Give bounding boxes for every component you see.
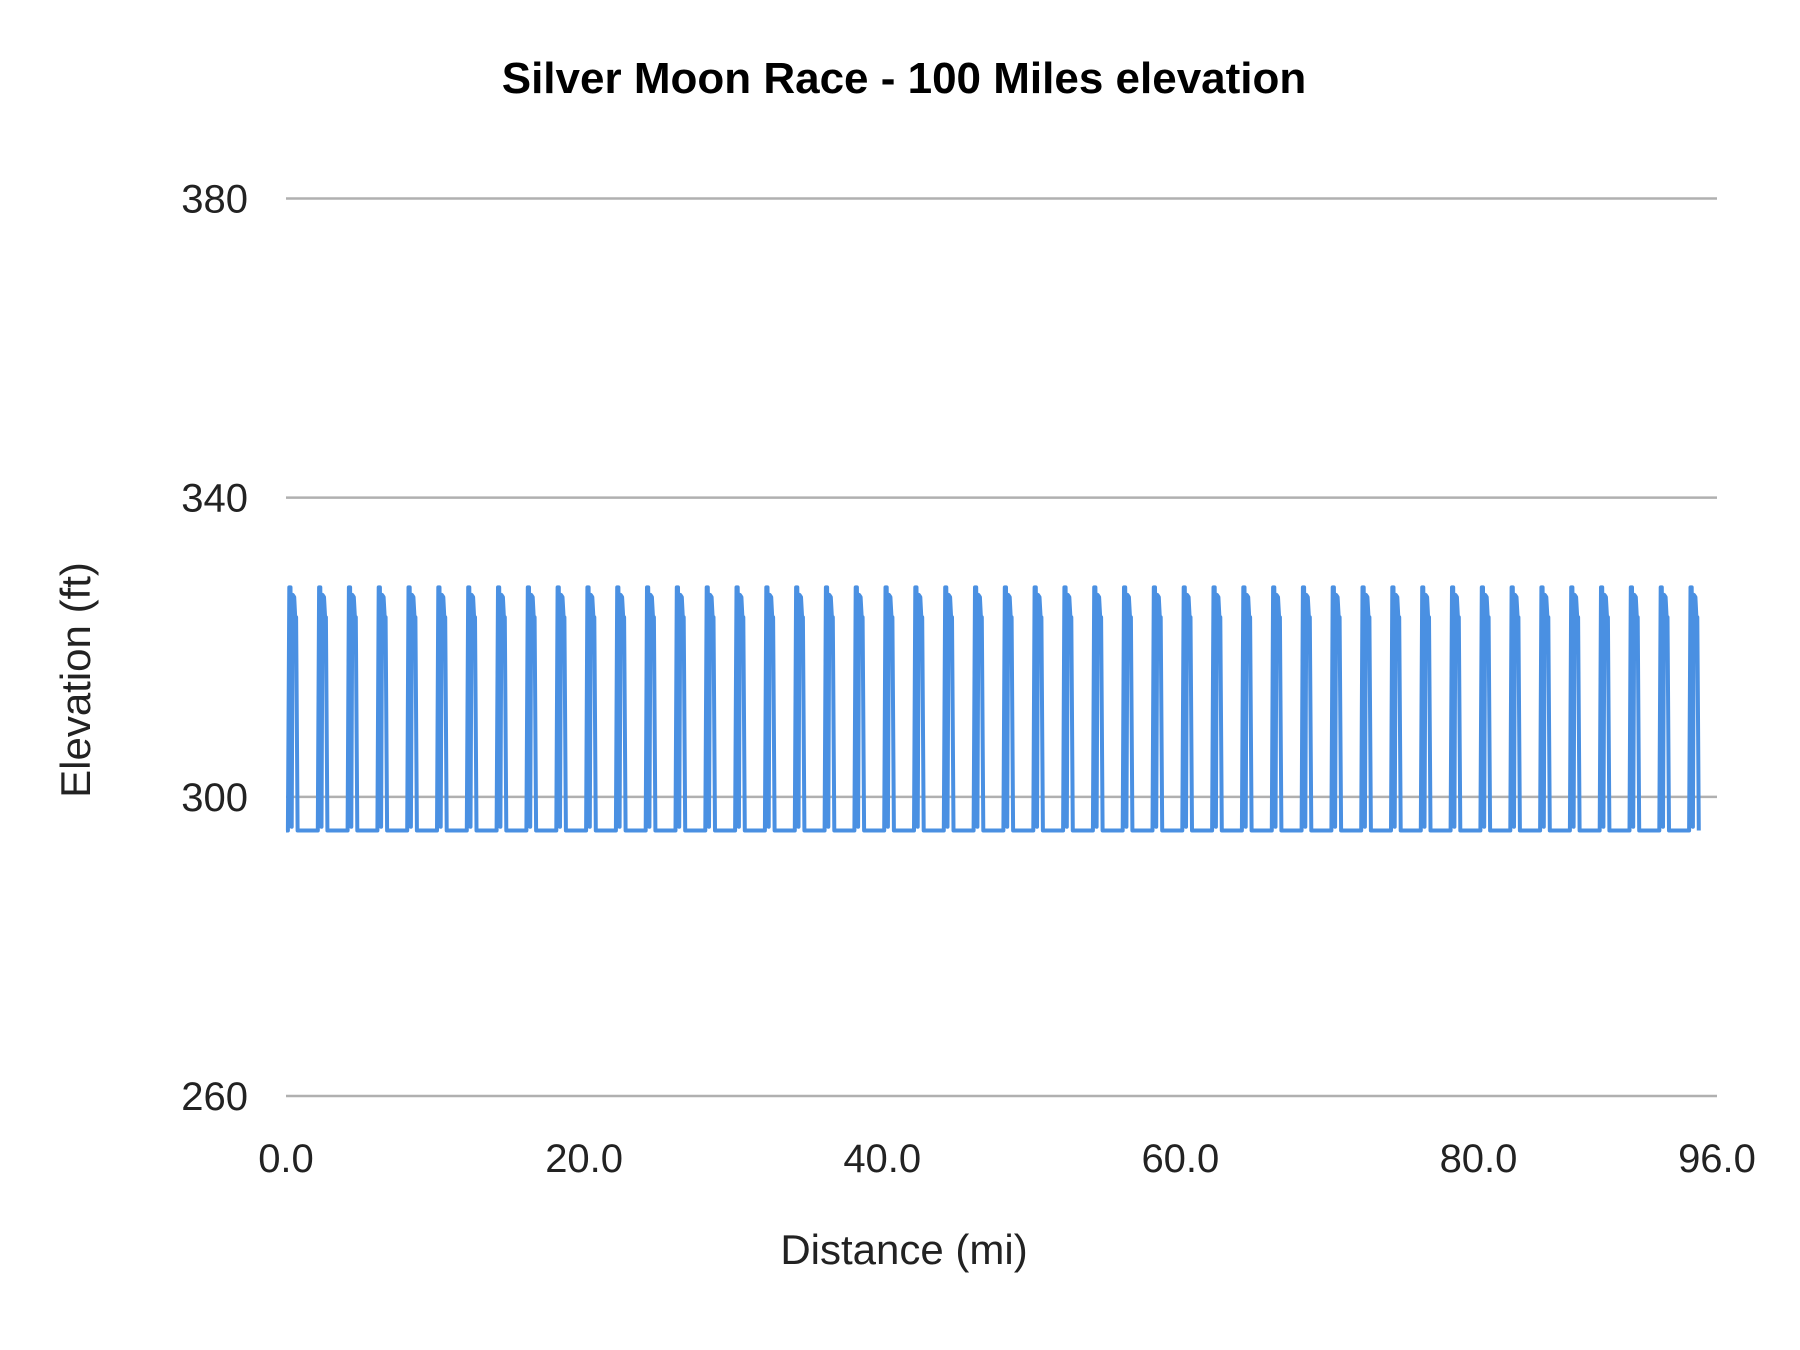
- y-tick-labels: 260 300 340 380: [181, 178, 248, 1120]
- y-tick-300: 300: [181, 776, 248, 820]
- chart-title: Silver Moon Race - 100 Miles elevation: [502, 54, 1307, 103]
- y-tick-260: 260: [181, 1075, 248, 1119]
- x-tick-0.0: 0.0: [258, 1137, 314, 1181]
- x-tick-20.0: 20.0: [545, 1137, 623, 1181]
- elevation-series-line: [285, 585, 1701, 833]
- y-tick-380: 380: [181, 178, 248, 222]
- y-axis-title: Elevation (ft): [52, 562, 99, 798]
- x-tick-96.0: 96.0: [1678, 1137, 1756, 1181]
- x-tick-labels: 0.0 20.0 40.0 60.0 80.0 96.0: [258, 1137, 1756, 1181]
- x-tick-80.0: 80.0: [1440, 1137, 1518, 1181]
- x-tick-40.0: 40.0: [843, 1137, 921, 1181]
- y-tick-340: 340: [181, 477, 248, 521]
- x-tick-60.0: 60.0: [1141, 1137, 1219, 1181]
- grid-lines: [286, 197, 1717, 1098]
- x-axis-title: Distance (mi): [780, 1226, 1027, 1273]
